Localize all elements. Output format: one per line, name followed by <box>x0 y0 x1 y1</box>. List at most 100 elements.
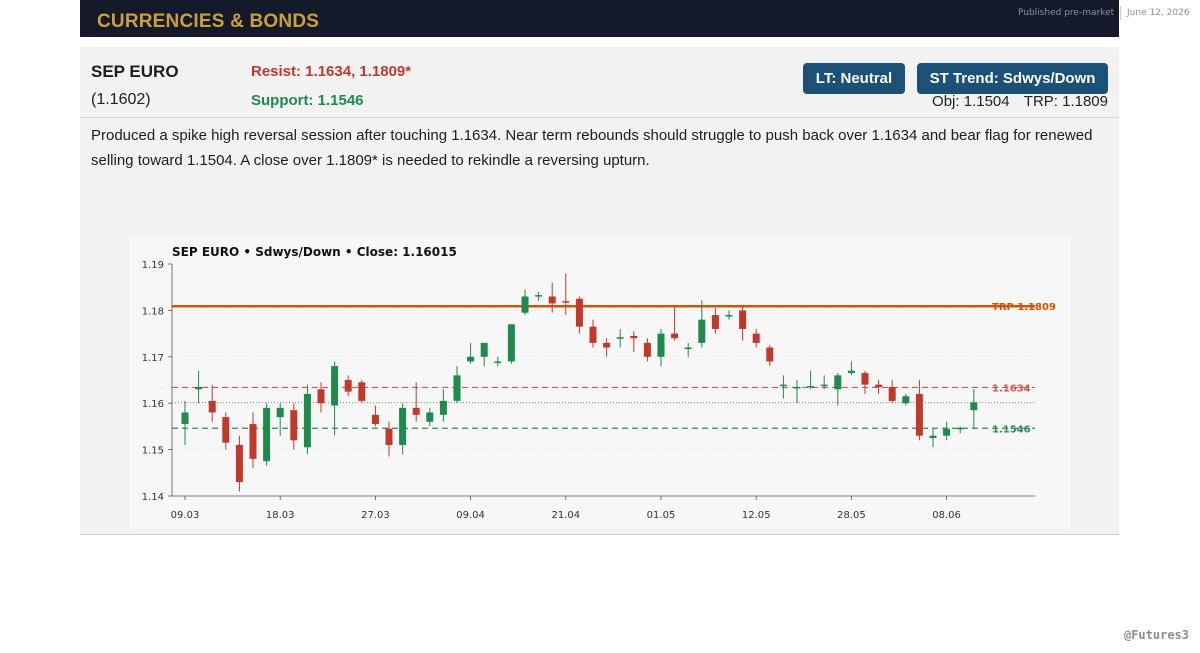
x-tick-label: 12.05 <box>742 510 771 521</box>
candle-body <box>344 380 352 392</box>
candle-body <box>970 402 978 411</box>
candle-body <box>847 370 855 374</box>
trp-value: TRP: 1.1809 <box>1023 93 1108 110</box>
candle-body <box>562 301 570 303</box>
candle-body <box>385 428 393 445</box>
candle-body <box>535 295 543 297</box>
candle-body <box>303 393 311 448</box>
candle-body <box>507 324 515 362</box>
candle-body <box>317 389 325 404</box>
short-term-trend-badge: ST Trend: Sdwys/Down <box>917 63 1108 94</box>
candle-body <box>956 427 964 430</box>
chart-title: SEP EURO • Sdwys/Down • Close: 1.16015 <box>172 245 457 259</box>
objective-row: Obj: 1.1504 TRP: 1.1809 <box>922 93 1108 110</box>
level-label: 1.1546 <box>992 424 1031 435</box>
candle-body <box>290 410 298 441</box>
candle-body <box>181 412 189 425</box>
x-tick-label: 01.05 <box>647 510 676 521</box>
price-chart: SEP EURO • Sdwys/Down • Close: 1.16015 T… <box>130 236 1070 529</box>
credit-handle: @Futures3 <box>1123 628 1189 642</box>
candle-body <box>739 310 747 329</box>
candle-body <box>929 435 937 438</box>
candle-body <box>263 407 271 462</box>
candle-body <box>331 366 339 406</box>
candle-body <box>222 417 230 443</box>
instrument-name: SEP EURO <box>91 62 179 81</box>
candle-body <box>752 333 760 343</box>
chart-background <box>130 236 1070 529</box>
level-lines: TRP 1.1809 1.1634 1.1546 <box>172 302 1056 435</box>
candle-body <box>453 375 461 401</box>
x-tick-label: 08.06 <box>932 510 961 521</box>
candle-body <box>195 386 203 390</box>
candle-body <box>766 347 774 362</box>
commentary-text: Produced a spike high reversal session a… <box>91 127 1093 169</box>
candle-body <box>915 393 923 436</box>
candle-body <box>943 428 951 436</box>
candle-body <box>820 384 828 387</box>
axes: 1.14 1.15 1.16 1.17 1.18 1.19 09.03 18.03 27.03 0… <box>142 260 1035 521</box>
candle-body <box>589 326 597 343</box>
candle-body <box>249 424 257 459</box>
candle-body <box>630 335 638 339</box>
candle-body <box>521 296 529 313</box>
candle-body <box>698 319 706 343</box>
card-header: SEP EURO (1.1602) Resist: 1.1634, 1.1809… <box>80 47 1119 118</box>
candle-body <box>235 444 243 483</box>
candle-body <box>616 337 624 339</box>
candle-body <box>875 384 883 387</box>
candle-body <box>671 333 679 339</box>
y-tick-label: 1.18 <box>142 306 164 317</box>
x-tick-label: 21.04 <box>551 510 580 521</box>
top-bar: CURRENCIES & BONDS <box>80 0 1119 37</box>
candle-body <box>426 412 434 422</box>
candle-body <box>861 373 869 385</box>
y-tick-label: 1.15 <box>142 446 164 457</box>
section-title: CURRENCIES & BONDS <box>97 11 320 32</box>
y-tick-label: 1.16 <box>142 399 164 410</box>
candle-body <box>548 296 556 304</box>
long-term-trend-badge: LT: Neutral <box>803 63 905 94</box>
candle-body <box>902 396 910 404</box>
candle-body <box>779 384 787 387</box>
candle-body <box>657 333 665 357</box>
header-divider <box>1120 6 1121 20</box>
x-tick-label: 27.03 <box>361 510 390 521</box>
y-tick-label: 1.17 <box>142 353 164 364</box>
candle-body <box>725 315 733 317</box>
candle-body <box>807 386 815 388</box>
candles <box>181 273 978 492</box>
candle-body <box>888 386 896 401</box>
candle-body <box>834 375 842 390</box>
x-tick-label: 09.03 <box>171 510 200 521</box>
candle-body <box>467 356 475 362</box>
candle-body <box>439 400 447 415</box>
candle-body <box>399 407 407 445</box>
resistance-levels: Resist: 1.1634, 1.1809* <box>251 63 412 80</box>
candle-body <box>793 386 801 389</box>
level-label: TRP 1.1809 <box>992 302 1056 313</box>
x-tick-label: 28.05 <box>837 510 866 521</box>
candle-body <box>276 407 284 418</box>
y-tick-label: 1.19 <box>142 260 164 271</box>
candle-body <box>358 382 366 401</box>
candlestick-chart-svg: SEP EURO • Sdwys/Down • Close: 1.16015 T… <box>130 236 1070 529</box>
level-label: 1.1634 <box>992 383 1031 394</box>
support-level: Support: 1.1546 <box>251 92 364 109</box>
candle-body <box>711 315 719 329</box>
y-tick-label: 1.14 <box>142 492 164 503</box>
candle-body <box>603 342 611 348</box>
candle-body <box>371 414 379 425</box>
last-price: (1.1602) <box>91 91 151 108</box>
candle-body <box>575 298 583 327</box>
x-tick-label: 18.03 <box>266 510 295 521</box>
x-tick-label: 09.04 <box>456 510 485 521</box>
candle-body <box>208 400 216 413</box>
publish-date: June 12, 2026 <box>1127 8 1190 18</box>
candle-body <box>494 361 502 363</box>
objective-value: Obj: 1.1504 <box>932 93 1010 110</box>
candle-body <box>480 342 488 357</box>
candle-body <box>643 342 651 357</box>
candle-body <box>684 347 692 350</box>
published-label: Published pre-market <box>1018 8 1115 18</box>
